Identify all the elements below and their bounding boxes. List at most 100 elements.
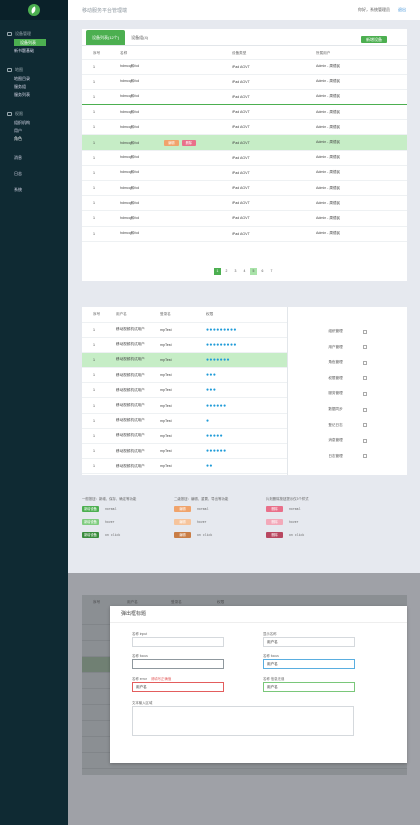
permission-item[interactable]: 权限管理 <box>288 371 407 386</box>
input-field[interactable] <box>132 637 224 647</box>
tab-device-group[interactable]: 设备组(4) <box>131 35 149 40</box>
sidebar-item-user[interactable]: 用户 <box>14 128 22 133</box>
sample-button[interactable]: 编辑 <box>174 531 191 538</box>
table-row[interactable]: 1 hdmcq和fcd iPad AGVT Admin - 周德民 <box>82 210 407 227</box>
col-login: 登录名 <box>160 307 206 323</box>
field-label: 名称 focus <box>263 654 279 658</box>
checkbox[interactable] <box>362 423 367 428</box>
sample-button[interactable]: 编辑 <box>174 505 191 512</box>
permission-item[interactable]: 用户管理 <box>288 340 407 355</box>
table-row[interactable]: 1 hdmcq和fcd iPad AGVT Admin - 周德民 <box>82 59 407 75</box>
page-6-button[interactable]: 6 <box>261 269 264 273</box>
sample-button[interactable]: 删除 <box>266 505 283 512</box>
state-label: normal <box>105 506 117 511</box>
sidebar-item-message[interactable]: 消息 <box>14 155 22 160</box>
display-name-input[interactable]: 用户名 <box>263 637 355 647</box>
sidebar-item-map-catalog[interactable]: 地图目录 <box>14 76 30 81</box>
sidebar-group-header[interactable]: 地图 <box>0 66 68 74</box>
table-row[interactable]: 1 移动视频机试用户 mpTest ● <box>82 413 287 429</box>
sidebar-item-system[interactable]: 系统 <box>14 187 22 192</box>
permission-item[interactable]: 日志管理 <box>288 449 407 464</box>
cell-no: 1 <box>82 226 120 242</box>
legend-row: 删除 hover <box>266 515 309 528</box>
table-row[interactable]: 1 移动视频机试用户 mpTest ●●●●● <box>82 428 287 445</box>
sidebar-group-header[interactable]: 权限 <box>0 110 68 118</box>
table-row[interactable]: 1 hdmcq和fcd iPad AGVT Admin - 周德民 <box>82 104 407 121</box>
permission-item[interactable]: 组织管理 <box>288 324 407 339</box>
sample-button[interactable]: 新增设备 <box>82 505 99 512</box>
table-row[interactable]: 1 移动视频机试用户 mpTest ●●●●●● <box>82 397 287 414</box>
checkbox[interactable] <box>362 438 367 443</box>
error-input[interactable]: 用户名 <box>132 682 224 692</box>
tab-device-list[interactable]: 设备列表(12个) <box>86 30 126 45</box>
table-row[interactable]: 1 hdmcq和fcd iPad AGVT Admin - 周德民 <box>82 226 407 242</box>
sidebar-group-header[interactable]: 设备管理 <box>0 30 68 38</box>
textarea-input[interactable] <box>132 706 354 736</box>
cell-username: 移动视频机试用户 <box>116 443 160 460</box>
checkbox[interactable] <box>362 391 367 396</box>
table-row[interactable]: 1 移动视频机试用户 mpTest ●●● <box>82 382 287 399</box>
cell-name: hdmcq和fcd <box>120 94 140 99</box>
table-row[interactable]: 1 hdmcq和fcd 编辑 删除 iPad AGVT Admin - 周德民 <box>82 134 407 151</box>
cell-type: iPad AGVT <box>232 150 316 166</box>
delete-button[interactable]: 删除 <box>181 139 196 146</box>
sidebar-item-org[interactable]: 组织机构 <box>14 120 30 125</box>
table-row[interactable]: 1 hdmcq和fcd iPad AGVT Admin - 周德民 <box>82 195 407 212</box>
table-row[interactable]: 1 hdmcq和fcd iPad AGVT Admin - 周德民 <box>82 119 407 136</box>
page-1-button[interactable]: 1 <box>214 268 221 275</box>
sample-button[interactable]: 新增设备 <box>82 518 99 525</box>
sample-button[interactable]: 删除 <box>266 531 283 538</box>
page-5-button[interactable]: 5 <box>250 268 257 275</box>
sidebar-item-device-list[interactable]: 设备列表 <box>14 39 46 46</box>
logout-link[interactable]: 退出 <box>398 7 406 12</box>
table-row[interactable]: 1 hdmcq和fcd iPad AGVT Admin - 周德民 <box>82 180 407 197</box>
checkbox[interactable] <box>362 376 367 381</box>
sidebar-item-service-group[interactable]: 服务组 <box>14 84 26 89</box>
page-7-button[interactable]: 7 <box>270 269 273 273</box>
permission-label: 数据同步 <box>328 407 343 412</box>
sidebar-item-basics[interactable]: 新书题基础 <box>14 48 34 53</box>
sidebar-item-role[interactable]: 角色 <box>14 136 22 141</box>
table-row[interactable]: 1 移动视频机试用户 mpTest ●● <box>82 458 287 475</box>
cell-username: 移动视频机试用户 <box>116 322 160 338</box>
checkbox[interactable] <box>362 345 367 350</box>
focus-blue-input[interactable]: 用户名 <box>263 659 355 669</box>
cell-permission-dots: ●● <box>206 458 287 475</box>
checkbox[interactable] <box>362 454 367 459</box>
sample-button[interactable]: 新增设备 <box>82 531 99 538</box>
table-row[interactable]: 1 hdmcq和fcd iPad AGVT Admin - 周德民 <box>82 150 407 166</box>
success-input[interactable]: 用户名 <box>263 682 355 692</box>
sample-button[interactable]: 编辑 <box>174 518 191 525</box>
field-label: 显示名称 <box>263 632 277 636</box>
table-row[interactable]: 1 hdmcq和fcd iPad AGVT Admin - 周德民 <box>82 74 407 90</box>
checkbox[interactable] <box>362 407 367 412</box>
page-3-button[interactable]: 3 <box>234 269 237 273</box>
table-row[interactable]: 1 移动视频机试用户 mpTest ●●●●●●● <box>82 352 287 369</box>
focus-input[interactable] <box>132 659 224 669</box>
permission-item[interactable]: 角色管理 <box>288 355 407 370</box>
page-4-button[interactable]: 4 <box>243 269 246 273</box>
sidebar-item-service-list[interactable]: 服务列表 <box>14 92 30 97</box>
cell-no: 1 <box>82 210 120 227</box>
sidebar: 设备管理 设备列表 新书题基础 地图 地图目录 服务组 服务列表 权限 组织机构… <box>0 0 68 825</box>
table-row[interactable]: 1 移动视频机试用户 mpTest ●●●●●● <box>82 443 287 460</box>
cell-name-wrap: hdmcq和fcd <box>120 88 232 106</box>
col-no: 序号 <box>82 307 116 323</box>
table-row[interactable]: 1 hdmcq和fcd iPad AGVT Admin - 周德民 <box>82 165 407 182</box>
add-device-button[interactable]: 新增设备 <box>361 36 387 43</box>
permission-item[interactable]: 消息管理 <box>288 433 407 448</box>
sample-button[interactable]: 删除 <box>266 518 283 525</box>
checkbox[interactable] <box>362 360 367 365</box>
sidebar-item-log[interactable]: 日志 <box>14 171 22 176</box>
table-row[interactable]: 1 hdmcq和fcd iPad AGVT Admin - 周德民 <box>82 88 407 106</box>
table-row[interactable]: 1 移动视频机试用户 mpTest ●●●●●●●●● <box>82 322 287 338</box>
page-2-button[interactable]: 2 <box>225 269 228 273</box>
edit-button[interactable]: 编辑 <box>164 139 179 146</box>
table-row[interactable]: 1 移动视频机试用户 mpTest ●●●●●●●●● <box>82 337 287 353</box>
permission-item[interactable]: 数据同步 <box>288 402 407 417</box>
table-row[interactable]: 1 移动视频机试用户 mpTest ●●● <box>82 367 287 384</box>
checkbox[interactable] <box>362 329 367 334</box>
permission-item[interactable]: 服务管理 <box>288 386 407 401</box>
cell-no: 1 <box>82 322 116 338</box>
permission-item[interactable]: 登记日志 <box>288 418 407 433</box>
